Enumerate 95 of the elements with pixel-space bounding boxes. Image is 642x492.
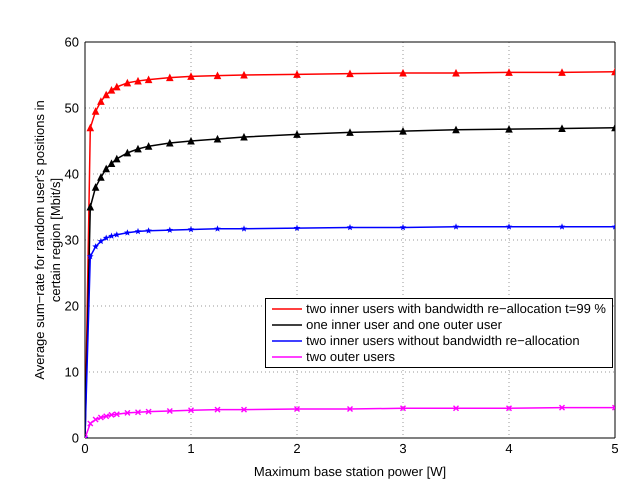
point: [113, 231, 120, 238]
legend-label: one inner user and one outer user: [306, 317, 502, 333]
legend-label: two inner users without bandwidth re−allocation: [306, 333, 580, 349]
point: [188, 407, 194, 414]
point: [108, 86, 115, 94]
point: [346, 128, 354, 136]
point: [453, 405, 459, 412]
point: [400, 405, 406, 412]
y-tick-label: 30: [64, 232, 79, 248]
point: [452, 223, 460, 230]
point: [188, 72, 194, 80]
point: [108, 412, 114, 418]
point: [114, 411, 120, 418]
point: [92, 243, 99, 250]
point: [102, 165, 110, 172]
legend-label: two inner users with bandwidth re−allocation t=99 %: [306, 301, 606, 317]
point: [166, 408, 173, 414]
point: [102, 234, 110, 241]
point: [400, 70, 406, 77]
point: [240, 134, 248, 141]
point: [188, 138, 194, 144]
y-tick-label: 50: [64, 100, 79, 116]
y-axis-title: Average sum−rate for random user's positions in certain region [Mbit/s]: [32, 100, 63, 380]
x-tick-label: 4: [505, 441, 513, 456]
point: [146, 408, 152, 415]
point: [113, 83, 120, 90]
point: [452, 126, 460, 134]
point: [294, 70, 300, 78]
point: [214, 72, 221, 80]
point: [347, 406, 353, 412]
point: [240, 225, 248, 232]
point: [108, 160, 115, 167]
legend-label: two outer users: [306, 349, 395, 365]
point: [124, 410, 130, 416]
x-tick-label: 1: [187, 441, 195, 456]
point: [506, 405, 512, 412]
point: [98, 238, 104, 244]
point: [166, 226, 174, 233]
point: [558, 68, 566, 76]
point: [86, 204, 94, 210]
point: [124, 229, 131, 236]
point: [506, 223, 512, 230]
point: [145, 227, 152, 234]
point: [108, 232, 115, 239]
point: [97, 98, 104, 105]
point: [166, 74, 174, 82]
point: [145, 76, 152, 84]
point: [188, 226, 194, 232]
point: [103, 413, 110, 420]
point: [102, 91, 110, 98]
point: [506, 68, 512, 76]
point: [506, 126, 512, 133]
y-tick-label: 60: [64, 34, 79, 50]
y-tick-label: 40: [64, 166, 79, 182]
x-tick-label: 3: [399, 441, 407, 456]
point: [214, 136, 221, 143]
point: [87, 420, 94, 426]
point: [134, 77, 142, 84]
point: [86, 253, 94, 260]
point: [214, 225, 221, 232]
point: [214, 406, 220, 413]
point: [346, 224, 354, 230]
point: [241, 406, 247, 413]
point: [452, 70, 460, 77]
y-tick-label: 0: [72, 430, 79, 446]
point: [145, 142, 152, 150]
point: [559, 404, 565, 411]
point: [558, 124, 566, 132]
point: [294, 130, 300, 138]
point: [92, 108, 100, 115]
point: [294, 406, 300, 412]
point: [135, 409, 141, 416]
point: [294, 224, 300, 231]
x-tick-label: 0: [81, 441, 89, 456]
point: [97, 174, 104, 181]
y-tick-label: 20: [64, 298, 79, 314]
point: [92, 416, 99, 423]
point: [558, 223, 566, 230]
point: [166, 139, 174, 146]
point: [98, 414, 104, 421]
point: [400, 224, 406, 230]
point: [124, 79, 131, 86]
x-tick-label: 2: [293, 441, 301, 456]
point: [124, 149, 131, 156]
point: [240, 72, 248, 78]
point: [346, 70, 354, 78]
point: [400, 128, 406, 135]
x-axis-title: Maximum base station power [W]: [254, 464, 446, 479]
point: [86, 124, 94, 132]
y-tick-label: 10: [64, 364, 79, 380]
point: [113, 155, 120, 162]
point: [92, 184, 100, 191]
x-tick-label: 5: [611, 441, 619, 456]
point: [134, 145, 142, 152]
point: [134, 228, 142, 234]
